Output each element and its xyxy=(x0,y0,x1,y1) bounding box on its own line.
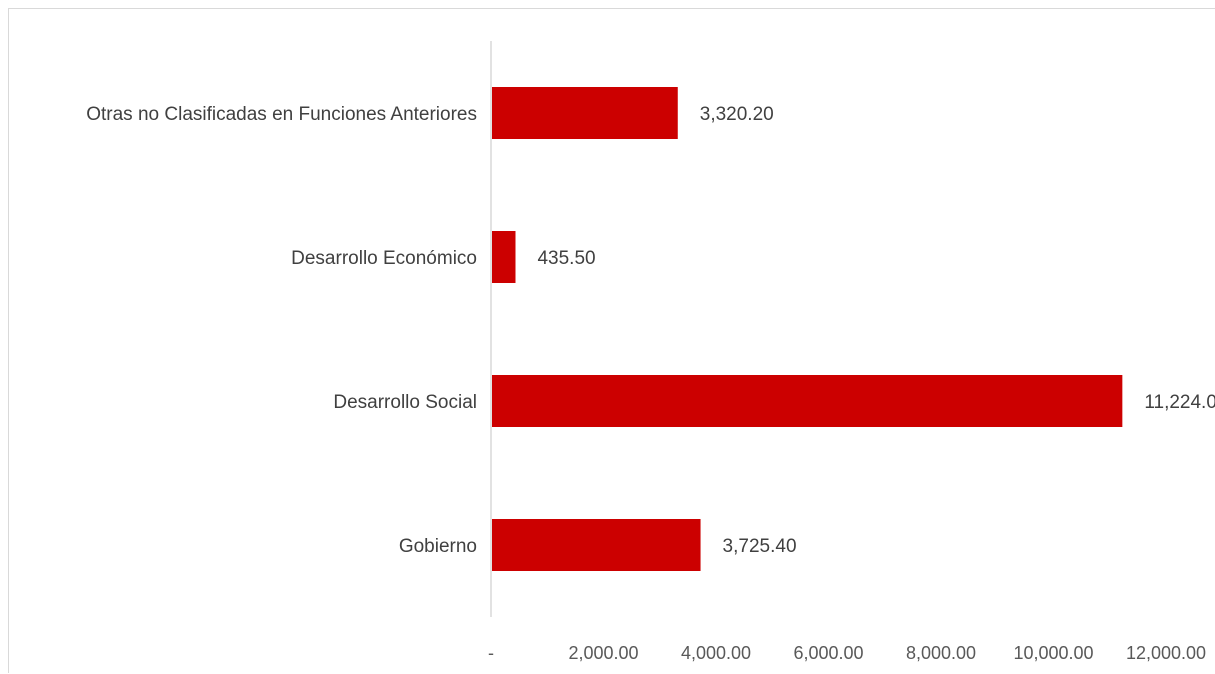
data-label: 435.50 xyxy=(537,248,595,269)
x-tick-label: 2,000.00 xyxy=(568,643,638,663)
label-layer: - 2,000.00 4,000.00 6,000.00 8,000.00 10,000.… xyxy=(86,104,1215,663)
x-tick-label: 8,000.00 xyxy=(906,643,976,663)
category-label: Desarrollo Económico xyxy=(291,248,477,269)
bar xyxy=(492,231,516,283)
x-tick-label: - xyxy=(488,643,494,663)
data-label: 11,224.00 xyxy=(1144,392,1215,413)
bar xyxy=(492,519,701,571)
bar xyxy=(492,87,678,139)
x-tick-label: 10,000.00 xyxy=(1013,643,1093,663)
bar-layer xyxy=(492,87,1123,571)
category-label: Otras no Clasificadas en Funciones Anter… xyxy=(86,104,477,125)
bar-chart: - 2,000.00 4,000.00 6,000.00 8,000.00 10,000.… xyxy=(86,41,1215,663)
x-tick-label: 12,000.00 xyxy=(1126,643,1206,663)
data-label: 3,320.20 xyxy=(700,104,774,125)
data-label: 3,725.40 xyxy=(723,536,797,557)
x-tick-label: 6,000.00 xyxy=(793,643,863,663)
bar xyxy=(492,375,1123,427)
category-label: Gobierno xyxy=(399,536,477,557)
x-tick-label: 4,000.00 xyxy=(681,643,751,663)
category-label: Desarrollo Social xyxy=(333,392,477,413)
chart-frame: - 2,000.00 4,000.00 6,000.00 8,000.00 10,000.… xyxy=(8,8,1215,673)
